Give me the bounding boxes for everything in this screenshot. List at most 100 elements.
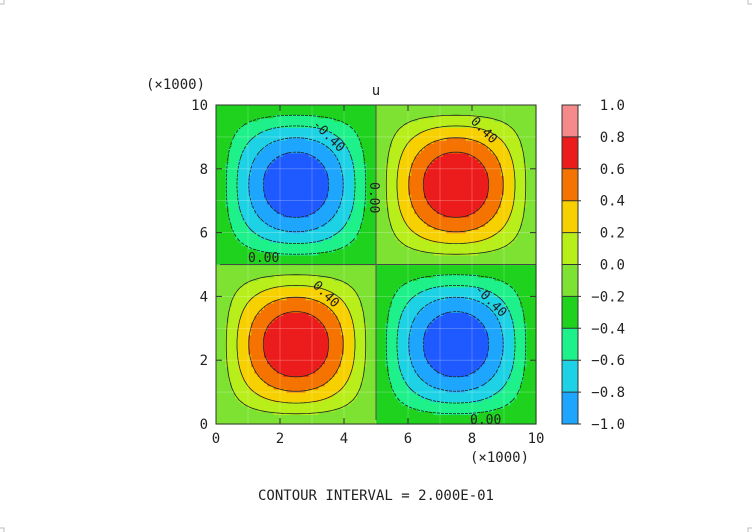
contour-cell — [516, 408, 521, 412]
contour-cell — [379, 344, 383, 349]
contour-cell — [267, 379, 271, 384]
contour-cell — [443, 334, 447, 339]
contour-cell — [523, 366, 527, 371]
contour-cell — [232, 347, 236, 352]
contour-cell — [219, 321, 223, 326]
contour-cell — [414, 321, 419, 326]
contour-cell — [283, 350, 287, 355]
contour-cell — [401, 398, 406, 403]
contour-cell — [510, 395, 515, 400]
contour-cell — [315, 350, 319, 355]
contour-cell — [257, 328, 262, 333]
contour-cell — [433, 382, 438, 387]
contour-cell — [424, 363, 428, 368]
contour-cell — [340, 357, 345, 361]
contour-cell — [385, 388, 390, 393]
contour-cell — [260, 341, 265, 345]
contour-cell — [344, 350, 348, 355]
contour-cell — [456, 325, 460, 329]
contour-cell — [356, 417, 361, 422]
contour-cell — [273, 420, 278, 425]
contour-cell — [283, 347, 287, 352]
contour-cell — [526, 350, 531, 355]
contour-cell — [228, 353, 233, 358]
contour-cell — [507, 401, 511, 406]
contour-cell — [392, 404, 396, 409]
contour-cell — [312, 382, 316, 387]
contour-cell — [414, 376, 419, 380]
contour-cell — [241, 369, 246, 374]
contour-cell — [388, 372, 393, 377]
contour-cell — [392, 417, 396, 422]
contour-cell — [523, 369, 527, 374]
contour-cell — [219, 341, 223, 345]
contour-cell — [353, 417, 358, 422]
contour-cell — [321, 388, 326, 393]
contour-cell — [414, 328, 419, 333]
contour-cell — [472, 360, 476, 364]
contour-cell — [248, 379, 252, 384]
contour-cell — [481, 369, 486, 374]
contour-cell — [334, 404, 339, 409]
contour-cell — [369, 395, 374, 400]
contour-cell — [324, 376, 329, 380]
contour-cell — [494, 353, 499, 358]
contour-cell — [238, 309, 243, 313]
contour-cell — [292, 388, 297, 393]
contour-cell — [222, 369, 227, 374]
contour-cell — [424, 347, 428, 352]
contour-cell — [440, 328, 444, 333]
contour-cell — [443, 347, 447, 352]
contour-cell — [427, 385, 431, 390]
contour-cell — [385, 331, 390, 336]
contour-cell — [404, 369, 409, 374]
contour-cell — [398, 388, 403, 393]
contour-cell — [296, 376, 300, 380]
contour-cell — [462, 408, 467, 412]
contour-cell — [504, 369, 508, 374]
contour-cell — [484, 328, 489, 333]
contour-cell — [520, 325, 524, 329]
contour-cell — [328, 401, 332, 406]
contour-cell — [398, 395, 403, 400]
contour-cell — [481, 379, 486, 384]
contour-cell — [299, 341, 303, 345]
contour-cell — [353, 398, 358, 403]
contour-cell — [280, 360, 284, 364]
contour-cell — [494, 347, 499, 352]
contour-cell — [382, 398, 387, 403]
contour-cell — [257, 360, 262, 364]
contour-cell — [427, 372, 431, 377]
contour-cell — [420, 328, 425, 333]
contour-cell — [494, 328, 499, 333]
contour-cell — [510, 321, 515, 326]
contour-cell — [446, 347, 451, 352]
contour-cell — [417, 321, 422, 326]
contour-cell — [424, 401, 428, 406]
contour-cell — [372, 408, 377, 412]
contour-cell — [430, 360, 435, 364]
contour-cell — [264, 334, 268, 339]
contour-cell — [369, 408, 374, 412]
contour-cell — [241, 395, 246, 400]
contour-cell — [372, 353, 377, 358]
contour-cell — [491, 385, 495, 390]
contour-cell — [299, 414, 303, 419]
contour-cell — [334, 347, 339, 352]
contour-cell — [481, 392, 486, 396]
contour-cell — [235, 388, 239, 393]
contour-cell — [484, 344, 489, 349]
contour-cell — [513, 417, 518, 422]
contour-cell — [459, 357, 463, 361]
contour-cell — [260, 382, 265, 387]
contour-cell — [276, 328, 281, 333]
contour-cell — [379, 379, 383, 384]
contour-cell — [523, 388, 527, 393]
contour-cell — [379, 398, 383, 403]
contour-cell — [478, 414, 483, 419]
contour-cell — [347, 404, 351, 409]
contour-cell — [404, 350, 409, 355]
contour-cell — [264, 411, 268, 416]
contour-cell — [267, 376, 271, 380]
contour-cell — [219, 398, 223, 403]
